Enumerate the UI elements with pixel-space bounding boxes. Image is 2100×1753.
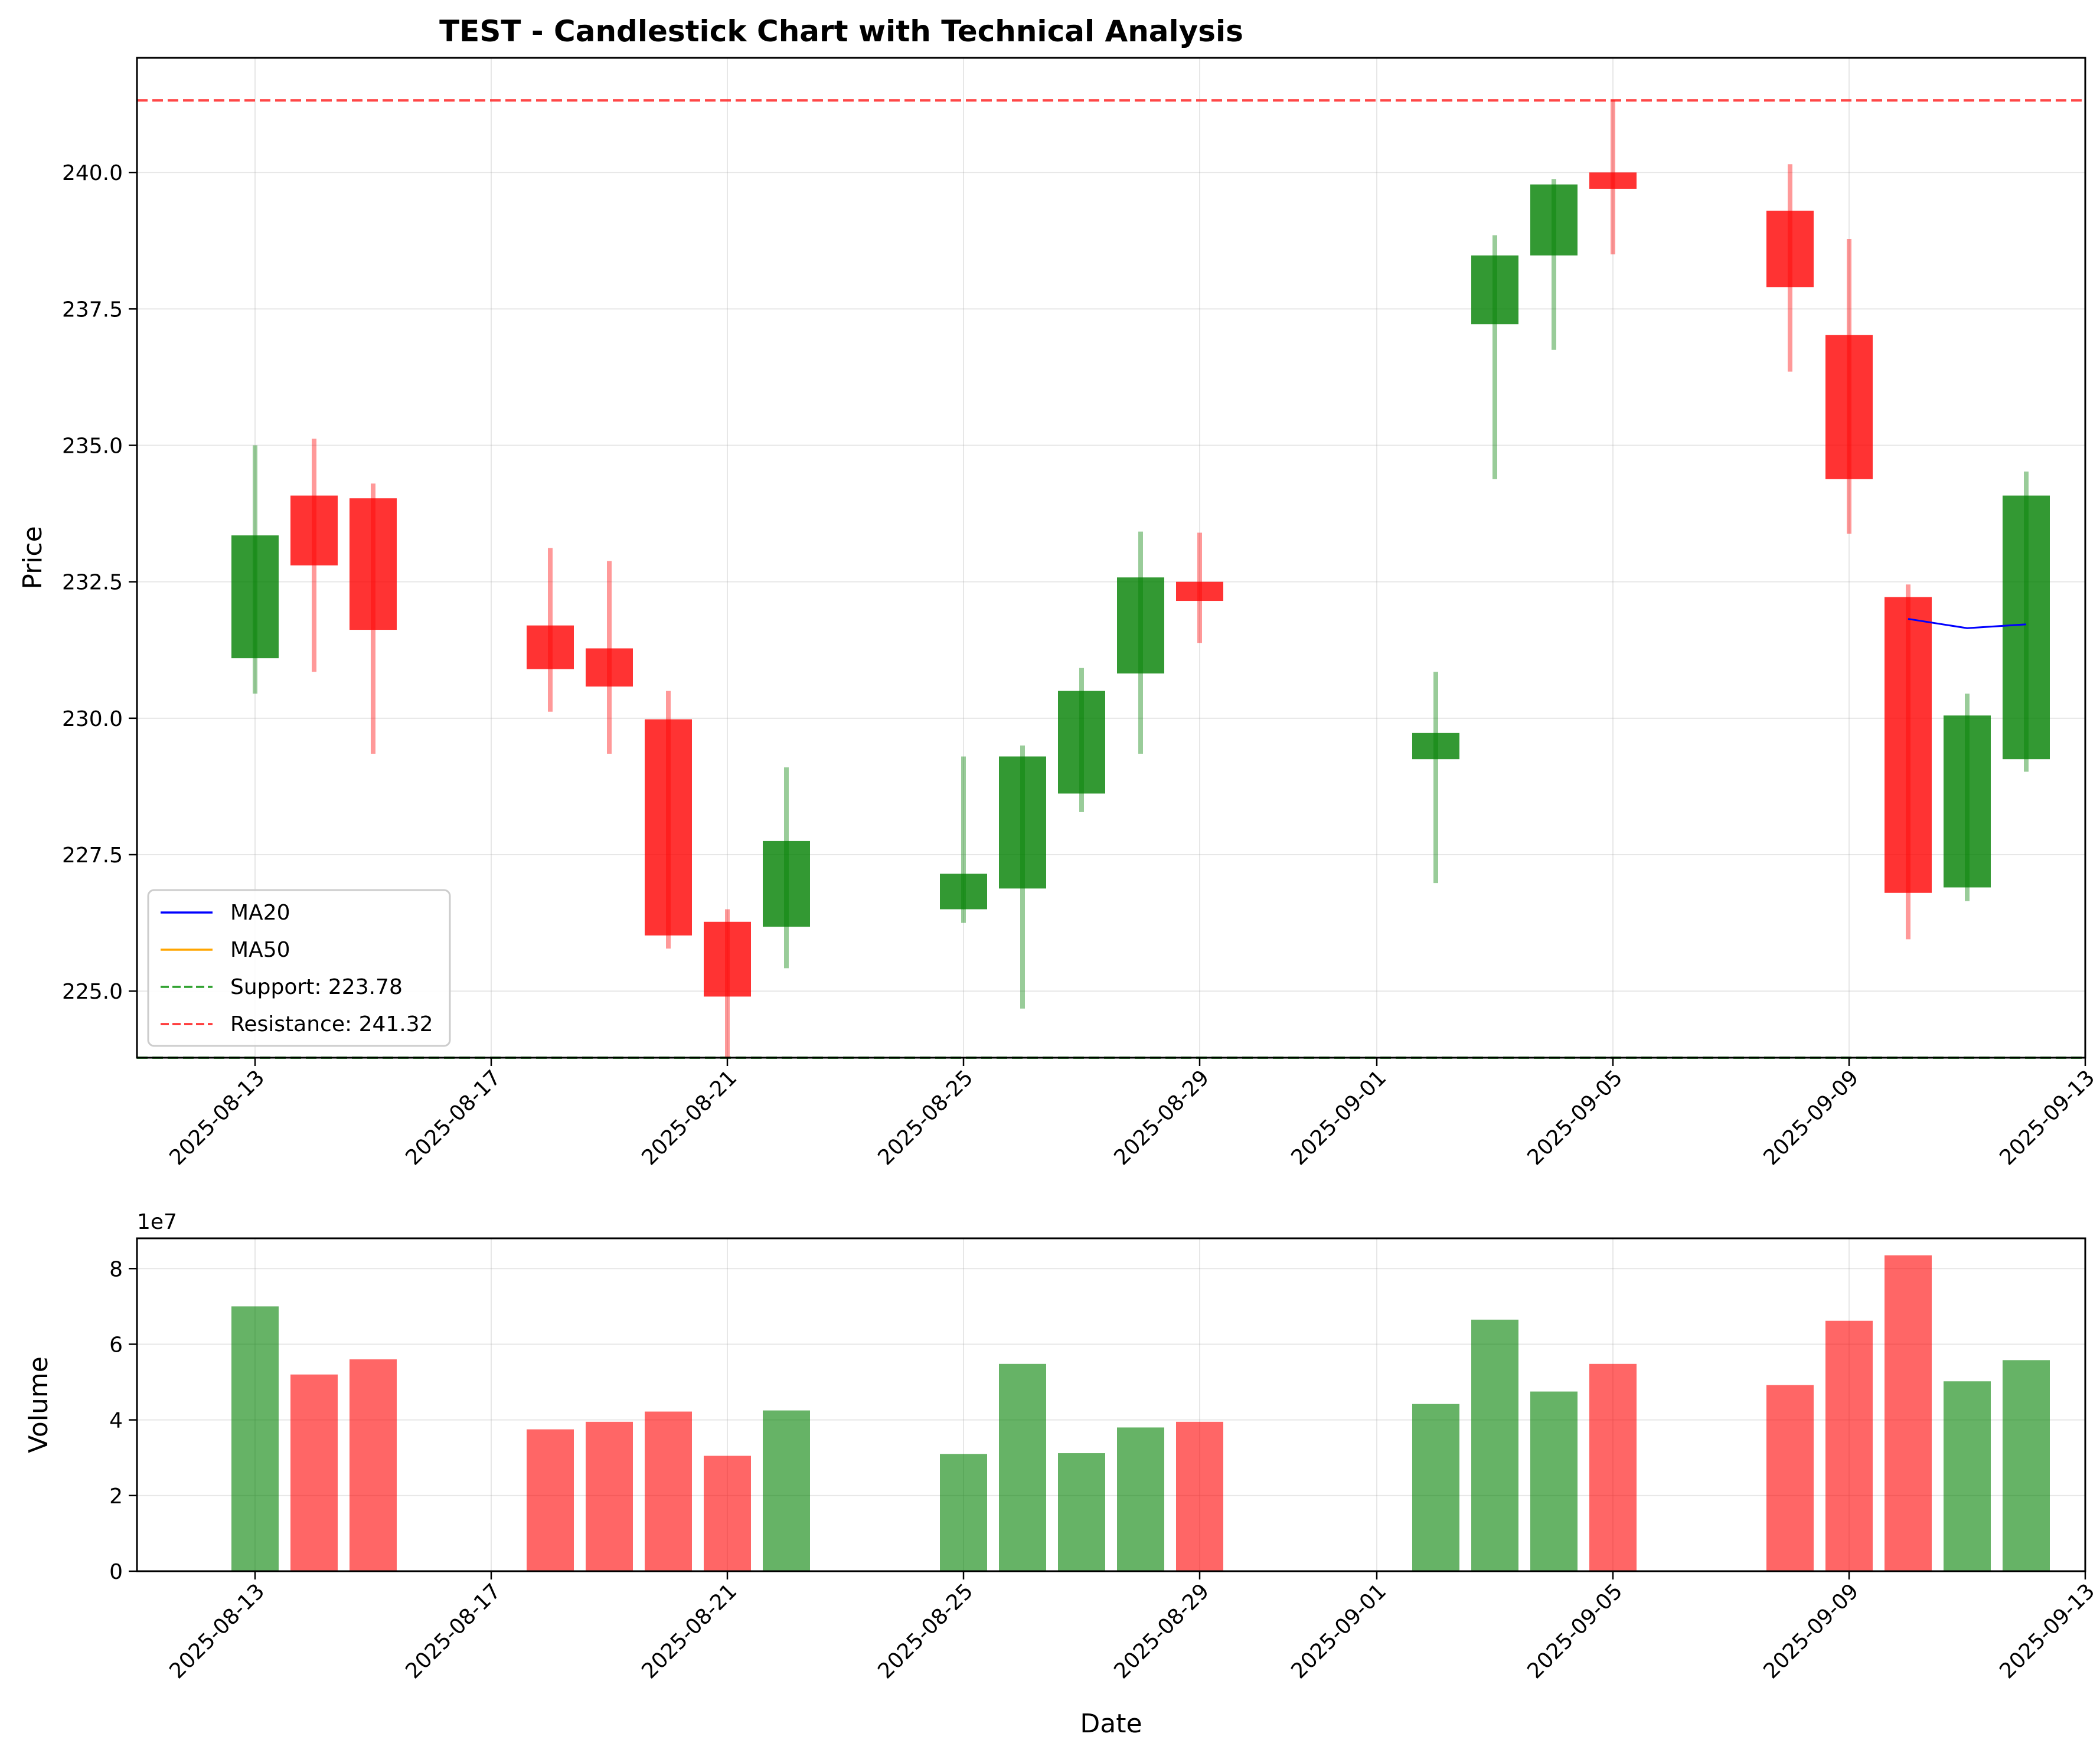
volume-bar — [645, 1411, 692, 1571]
legend-label: MA20 — [230, 901, 290, 925]
volume-y-tick-label: 6 — [109, 1333, 123, 1357]
volume-bar — [527, 1429, 574, 1571]
volume-scale-label: 1e7 — [137, 1210, 177, 1234]
legend-items: MA20 MA50 Support: 223.78 Resistance: 241.3… — [161, 901, 433, 1036]
volume-bar — [1589, 1363, 1637, 1571]
price-y-tick-label: 232.5 — [62, 571, 123, 595]
price-y-axis-label: Price — [18, 526, 48, 589]
legend: MA20 MA50 Support: 223.78 Resistance: 241.3… — [147, 889, 451, 1047]
price-y-ticks: 225.0 227.5 230.0 232.5 235.0 237.5 240.0 — [62, 161, 137, 1004]
volume-bar — [586, 1421, 633, 1571]
volume-bar — [350, 1359, 397, 1571]
volume-y-tick-label: 0 — [109, 1560, 123, 1584]
price-y-tick-label: 225.0 — [62, 980, 123, 1004]
price-y-tick-label: 240.0 — [62, 161, 123, 185]
candle-body — [1412, 732, 1459, 760]
candle-body — [763, 840, 810, 927]
candle-body — [1176, 581, 1223, 601]
legend-label: MA50 — [230, 938, 290, 962]
candle-body — [231, 535, 279, 659]
price-candles — [231, 100, 2050, 1058]
volume-bar — [1058, 1453, 1105, 1571]
price-y-tick-label: 237.5 — [62, 297, 123, 322]
candle-body — [1530, 184, 1578, 256]
price-y-tick-label: 227.5 — [62, 843, 123, 868]
legend-box — [147, 889, 451, 1047]
candle-body — [2003, 495, 2050, 760]
price-y-tick-label: 230.0 — [62, 707, 123, 731]
price-axes-frame — [136, 57, 2086, 1059]
volume-bar — [231, 1306, 279, 1571]
volume-y-tick-label: 2 — [109, 1484, 123, 1509]
volume-y-ticks: 0 2 4 6 8 — [109, 1257, 137, 1584]
volume-bar — [1825, 1320, 1873, 1571]
volume-bar — [1530, 1391, 1578, 1571]
candle-body — [999, 756, 1046, 889]
candle-body — [290, 495, 338, 565]
candle-body — [1766, 210, 1814, 287]
volume-bar — [1944, 1381, 1991, 1571]
volume-axes-frame — [136, 1237, 2086, 1572]
volume-bar — [1176, 1421, 1223, 1571]
volume-bar — [1471, 1319, 1518, 1571]
volume-bar — [940, 1454, 987, 1571]
volume-y-tick-label: 8 — [109, 1257, 123, 1281]
volume-bar — [999, 1363, 1046, 1571]
candle-body — [1944, 715, 1991, 888]
candle-body — [1825, 335, 1873, 479]
legend-label: Support: 223.78 — [230, 975, 403, 999]
volume-bar — [1885, 1255, 1932, 1571]
volume-y-tick-label: 4 — [109, 1409, 123, 1433]
candle-body — [527, 625, 574, 669]
volume-bar — [2003, 1360, 2050, 1571]
candle-body — [586, 648, 633, 687]
series-line-ma20 — [1908, 618, 2027, 629]
legend-label: Resistance: 241.32 — [230, 1012, 433, 1036]
volume-bars — [231, 1255, 2050, 1571]
price-moving-averages — [1908, 618, 2027, 629]
candle-body — [1058, 691, 1105, 794]
volume-bar — [1117, 1427, 1164, 1571]
candle-body — [704, 921, 751, 997]
chart-title: TEST - Candlestick Chart with Technical … — [439, 14, 1243, 48]
volume-x-axis-label: Date — [1080, 1709, 1142, 1739]
candle-body — [1117, 577, 1164, 674]
volume-bar — [763, 1410, 810, 1571]
volume-y-axis-label: Volume — [24, 1356, 54, 1453]
candle-body — [645, 719, 692, 936]
candle-body — [940, 874, 987, 910]
volume-bar — [704, 1456, 751, 1571]
price-y-tick-label: 235.0 — [62, 434, 123, 459]
candle-body — [1589, 172, 1637, 189]
candle-body — [1471, 255, 1518, 325]
volume-bar — [290, 1374, 338, 1571]
candle-body — [350, 498, 397, 630]
volume-bar — [1766, 1385, 1814, 1571]
volume-bar — [1412, 1404, 1459, 1571]
candle-body — [1885, 597, 1932, 893]
